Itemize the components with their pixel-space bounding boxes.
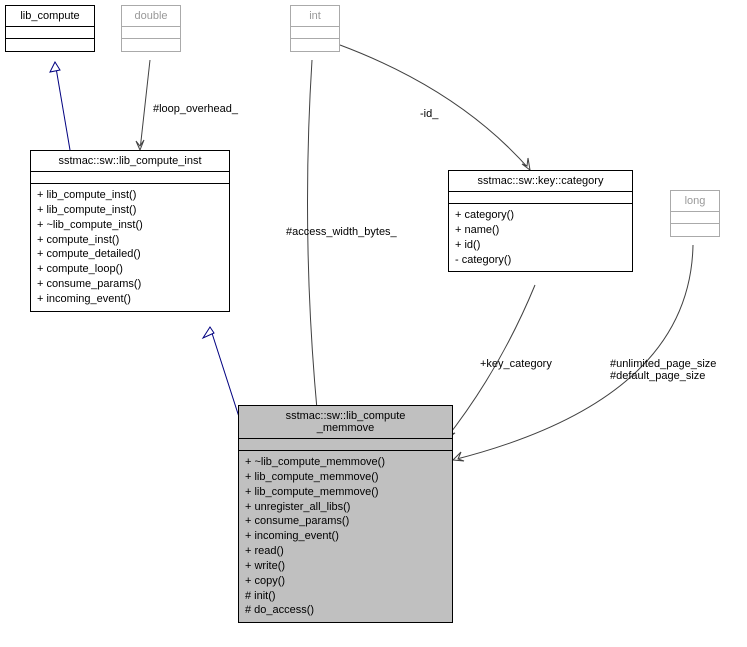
label-line: #default_page_size: [610, 370, 705, 382]
method: + copy(): [245, 574, 446, 589]
method: + read(): [245, 544, 446, 559]
node-int: int: [290, 5, 340, 52]
method: + category(): [455, 208, 626, 223]
method: + unregister_all_libs(): [245, 500, 446, 515]
node-section: [6, 39, 94, 51]
method: + lib_compute_inst(): [37, 188, 223, 203]
node-title: sstmac::sw::key::category: [449, 171, 632, 192]
node-section: [122, 39, 180, 51]
method: + compute_inst(): [37, 233, 223, 248]
node-memmove: sstmac::sw::lib_compute _memmove + ~lib_…: [238, 405, 453, 623]
edge-label-access-width: #access_width_bytes_: [286, 226, 397, 238]
node-category: sstmac::sw::key::category + category() +…: [448, 170, 633, 272]
method: + name(): [455, 223, 626, 238]
node-long: long: [670, 190, 720, 237]
method: # init(): [245, 589, 446, 604]
label-line: #unlimited_page_size: [610, 358, 716, 370]
node-methods: + category() + name() + id() - category(…: [449, 204, 632, 271]
method: + consume_params(): [245, 514, 446, 529]
title-line: _memmove: [317, 422, 374, 434]
node-section: [239, 439, 452, 451]
node-methods: + ~lib_compute_memmove() + lib_compute_m…: [239, 451, 452, 622]
node-section: [291, 27, 339, 39]
node-section: [31, 172, 229, 184]
method: + compute_detailed(): [37, 247, 223, 262]
method: + lib_compute_memmove(): [245, 485, 446, 500]
method: + lib_compute_inst(): [37, 203, 223, 218]
node-double: double: [121, 5, 181, 52]
node-title: double: [122, 6, 180, 27]
node-section: [671, 212, 719, 224]
node-title: sstmac::sw::lib_compute_inst: [31, 151, 229, 172]
method: + id(): [455, 238, 626, 253]
node-section: [449, 192, 632, 204]
node-lib-compute: lib_compute: [5, 5, 95, 52]
node-section: [122, 27, 180, 39]
node-lib-compute-inst: sstmac::sw::lib_compute_inst + lib_compu…: [30, 150, 230, 312]
method: # do_access(): [245, 603, 446, 618]
method: + compute_loop(): [37, 262, 223, 277]
method: - category(): [455, 253, 626, 268]
edge-label-id: -id_: [420, 108, 438, 120]
node-title: int: [291, 6, 339, 27]
edge-label-loop-overhead: #loop_overhead_: [153, 103, 238, 115]
method: + write(): [245, 559, 446, 574]
edge-label-page-size: #unlimited_page_size #default_page_size: [610, 358, 716, 382]
node-methods: + lib_compute_inst() + lib_compute_inst(…: [31, 184, 229, 311]
method: + ~lib_compute_memmove(): [245, 455, 446, 470]
node-title: lib_compute: [6, 6, 94, 27]
edge-label-key-category: +key_category: [480, 358, 552, 370]
method: + incoming_event(): [37, 292, 223, 307]
method: + ~lib_compute_inst(): [37, 218, 223, 233]
method: + incoming_event(): [245, 529, 446, 544]
title-line: sstmac::sw::lib_compute: [286, 410, 406, 422]
node-title: sstmac::sw::lib_compute _memmove: [239, 406, 452, 439]
node-section: [6, 27, 94, 39]
node-section: [291, 39, 339, 51]
method: + consume_params(): [37, 277, 223, 292]
node-section: [671, 224, 719, 236]
node-title: long: [671, 191, 719, 212]
method: + lib_compute_memmove(): [245, 470, 446, 485]
